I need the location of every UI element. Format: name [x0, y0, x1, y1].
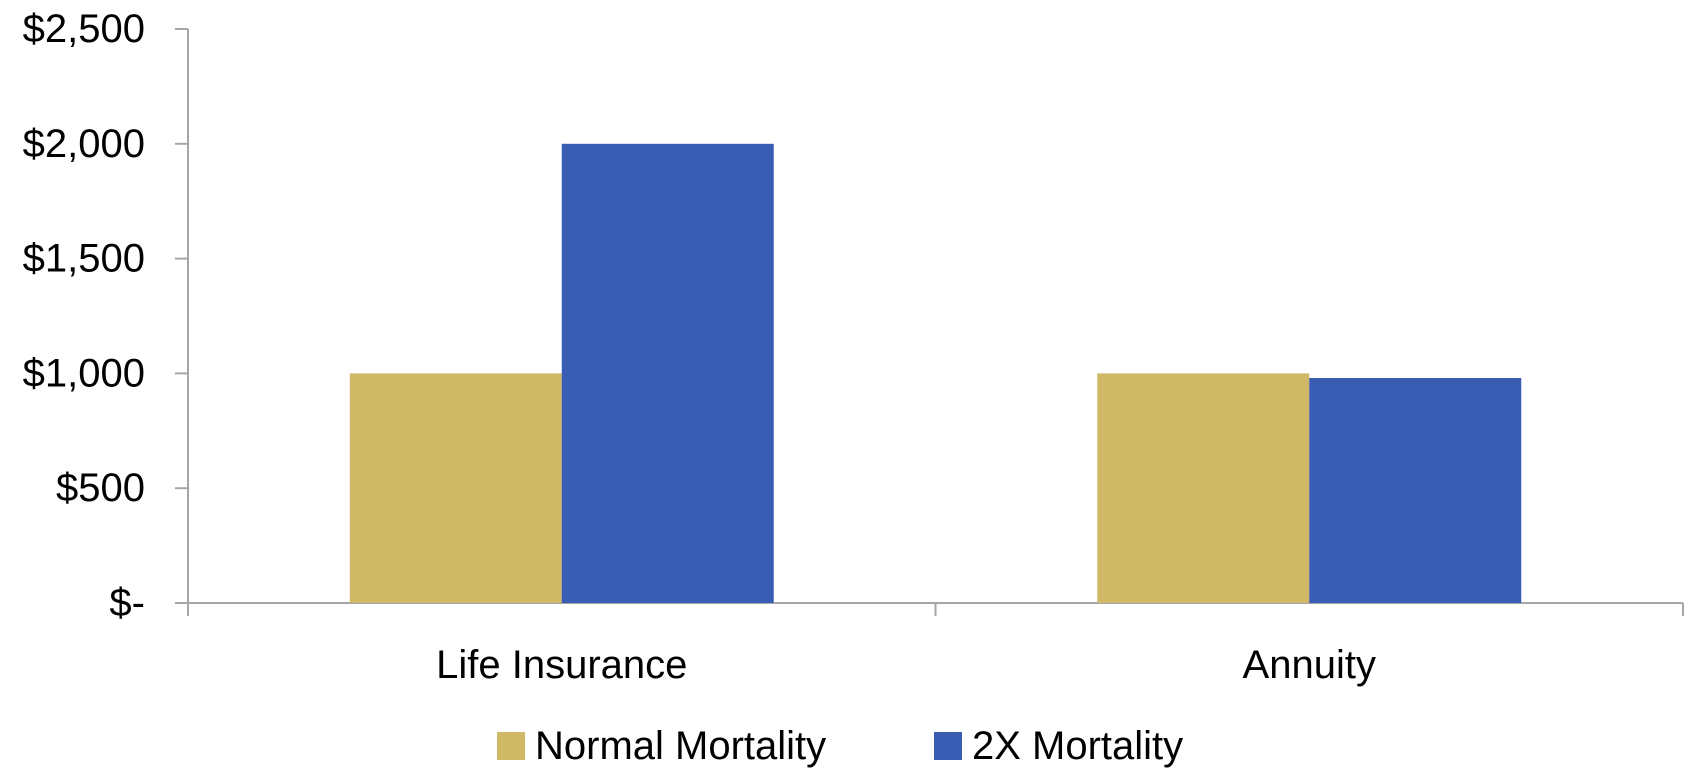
x-category-label: Life Insurance — [436, 643, 687, 687]
x-category-label: Annuity — [1243, 643, 1376, 687]
y-tick-label: $1,500 — [23, 237, 145, 281]
y-tick-label: $2,500 — [23, 7, 145, 51]
bar — [1097, 373, 1310, 603]
legend-swatch — [497, 732, 525, 760]
legend-label: Normal Mortality — [535, 724, 826, 768]
y-tick-label: $2,000 — [23, 122, 145, 166]
bars — [349, 143, 1522, 604]
legend: Normal Mortality 2X Mortality — [497, 724, 1183, 768]
bar — [1309, 377, 1522, 603]
axis-labels: $- $500 $1,000 $1,500 $2,000 $2,500 Life Insur… — [23, 7, 1376, 687]
y-tick-label: $500 — [56, 466, 145, 510]
bar — [561, 143, 774, 604]
y-tick-label: $1,000 — [23, 351, 145, 395]
y-tick-label: $- — [109, 581, 145, 625]
bar — [349, 373, 562, 603]
legend-label: 2X Mortality — [972, 724, 1183, 768]
legend-swatch — [934, 732, 962, 760]
